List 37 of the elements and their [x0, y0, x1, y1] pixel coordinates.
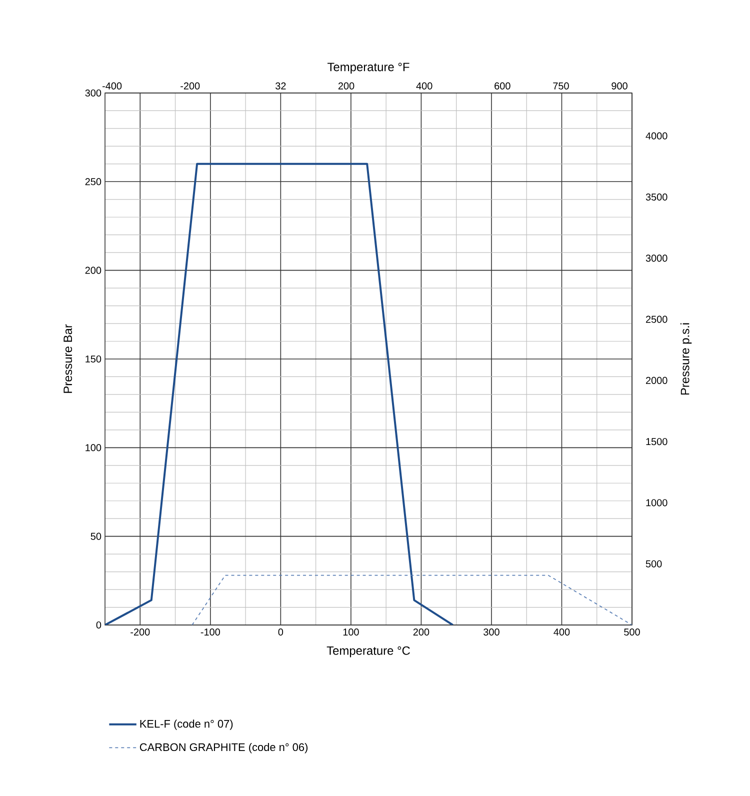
x2-tick-label: 900	[612, 82, 628, 90]
x-tick-label: 300	[484, 628, 500, 636]
x2-tick-label: -400	[102, 82, 122, 90]
x2-tick-label: 32	[276, 82, 286, 90]
x-tick-label: 400	[554, 628, 570, 636]
x2-tick-label: -200	[180, 82, 200, 90]
x-tick-label: 0	[278, 628, 284, 636]
x2-tick-label: 200	[338, 82, 354, 90]
x2-axis-title: Temperature °F	[328, 62, 410, 74]
x-tick-label: 100	[343, 628, 359, 636]
x-tick-label: -100	[200, 628, 220, 636]
y2-tick-label: 1500	[646, 438, 668, 446]
y-tick-label: 50	[90, 532, 102, 540]
y2-tick-label: 500	[646, 560, 662, 568]
y-tick-label: 100	[86, 444, 102, 452]
y-tick-label: 0	[96, 621, 102, 629]
y-axis-title: Pressure Bar	[64, 324, 72, 393]
x-tick-label: 200	[413, 628, 430, 636]
y2-tick-label: 2000	[646, 376, 668, 384]
y2-axis-title: Pressure p.s.i	[680, 323, 692, 395]
x-tick-label: 500	[624, 628, 640, 636]
y-tick-label: 250	[85, 178, 102, 186]
y-tick-label: 150	[86, 355, 102, 363]
x2-tick-label: 400	[416, 82, 432, 90]
x-axis-title: Temperature °C	[326, 646, 410, 658]
y2-tick-label: 3000	[646, 254, 668, 262]
x2-tick-label: 600	[494, 82, 510, 90]
y2-tick-label: 4000	[646, 132, 668, 140]
x2-tick-label: 750	[553, 82, 569, 90]
y2-tick-label: 1000	[646, 499, 668, 506]
legend-label: CARBON GRAPHITE (code n° 06)	[140, 743, 308, 754]
legend-label: KEL-F (code n° 07)	[140, 720, 233, 730]
y-tick-label: 200	[85, 266, 102, 274]
y2-tick-label: 3500	[646, 194, 668, 201]
y2-tick-label: 2500	[646, 316, 668, 323]
x-tick-label: -200	[130, 628, 150, 636]
y-tick-label: 300	[85, 89, 102, 97]
